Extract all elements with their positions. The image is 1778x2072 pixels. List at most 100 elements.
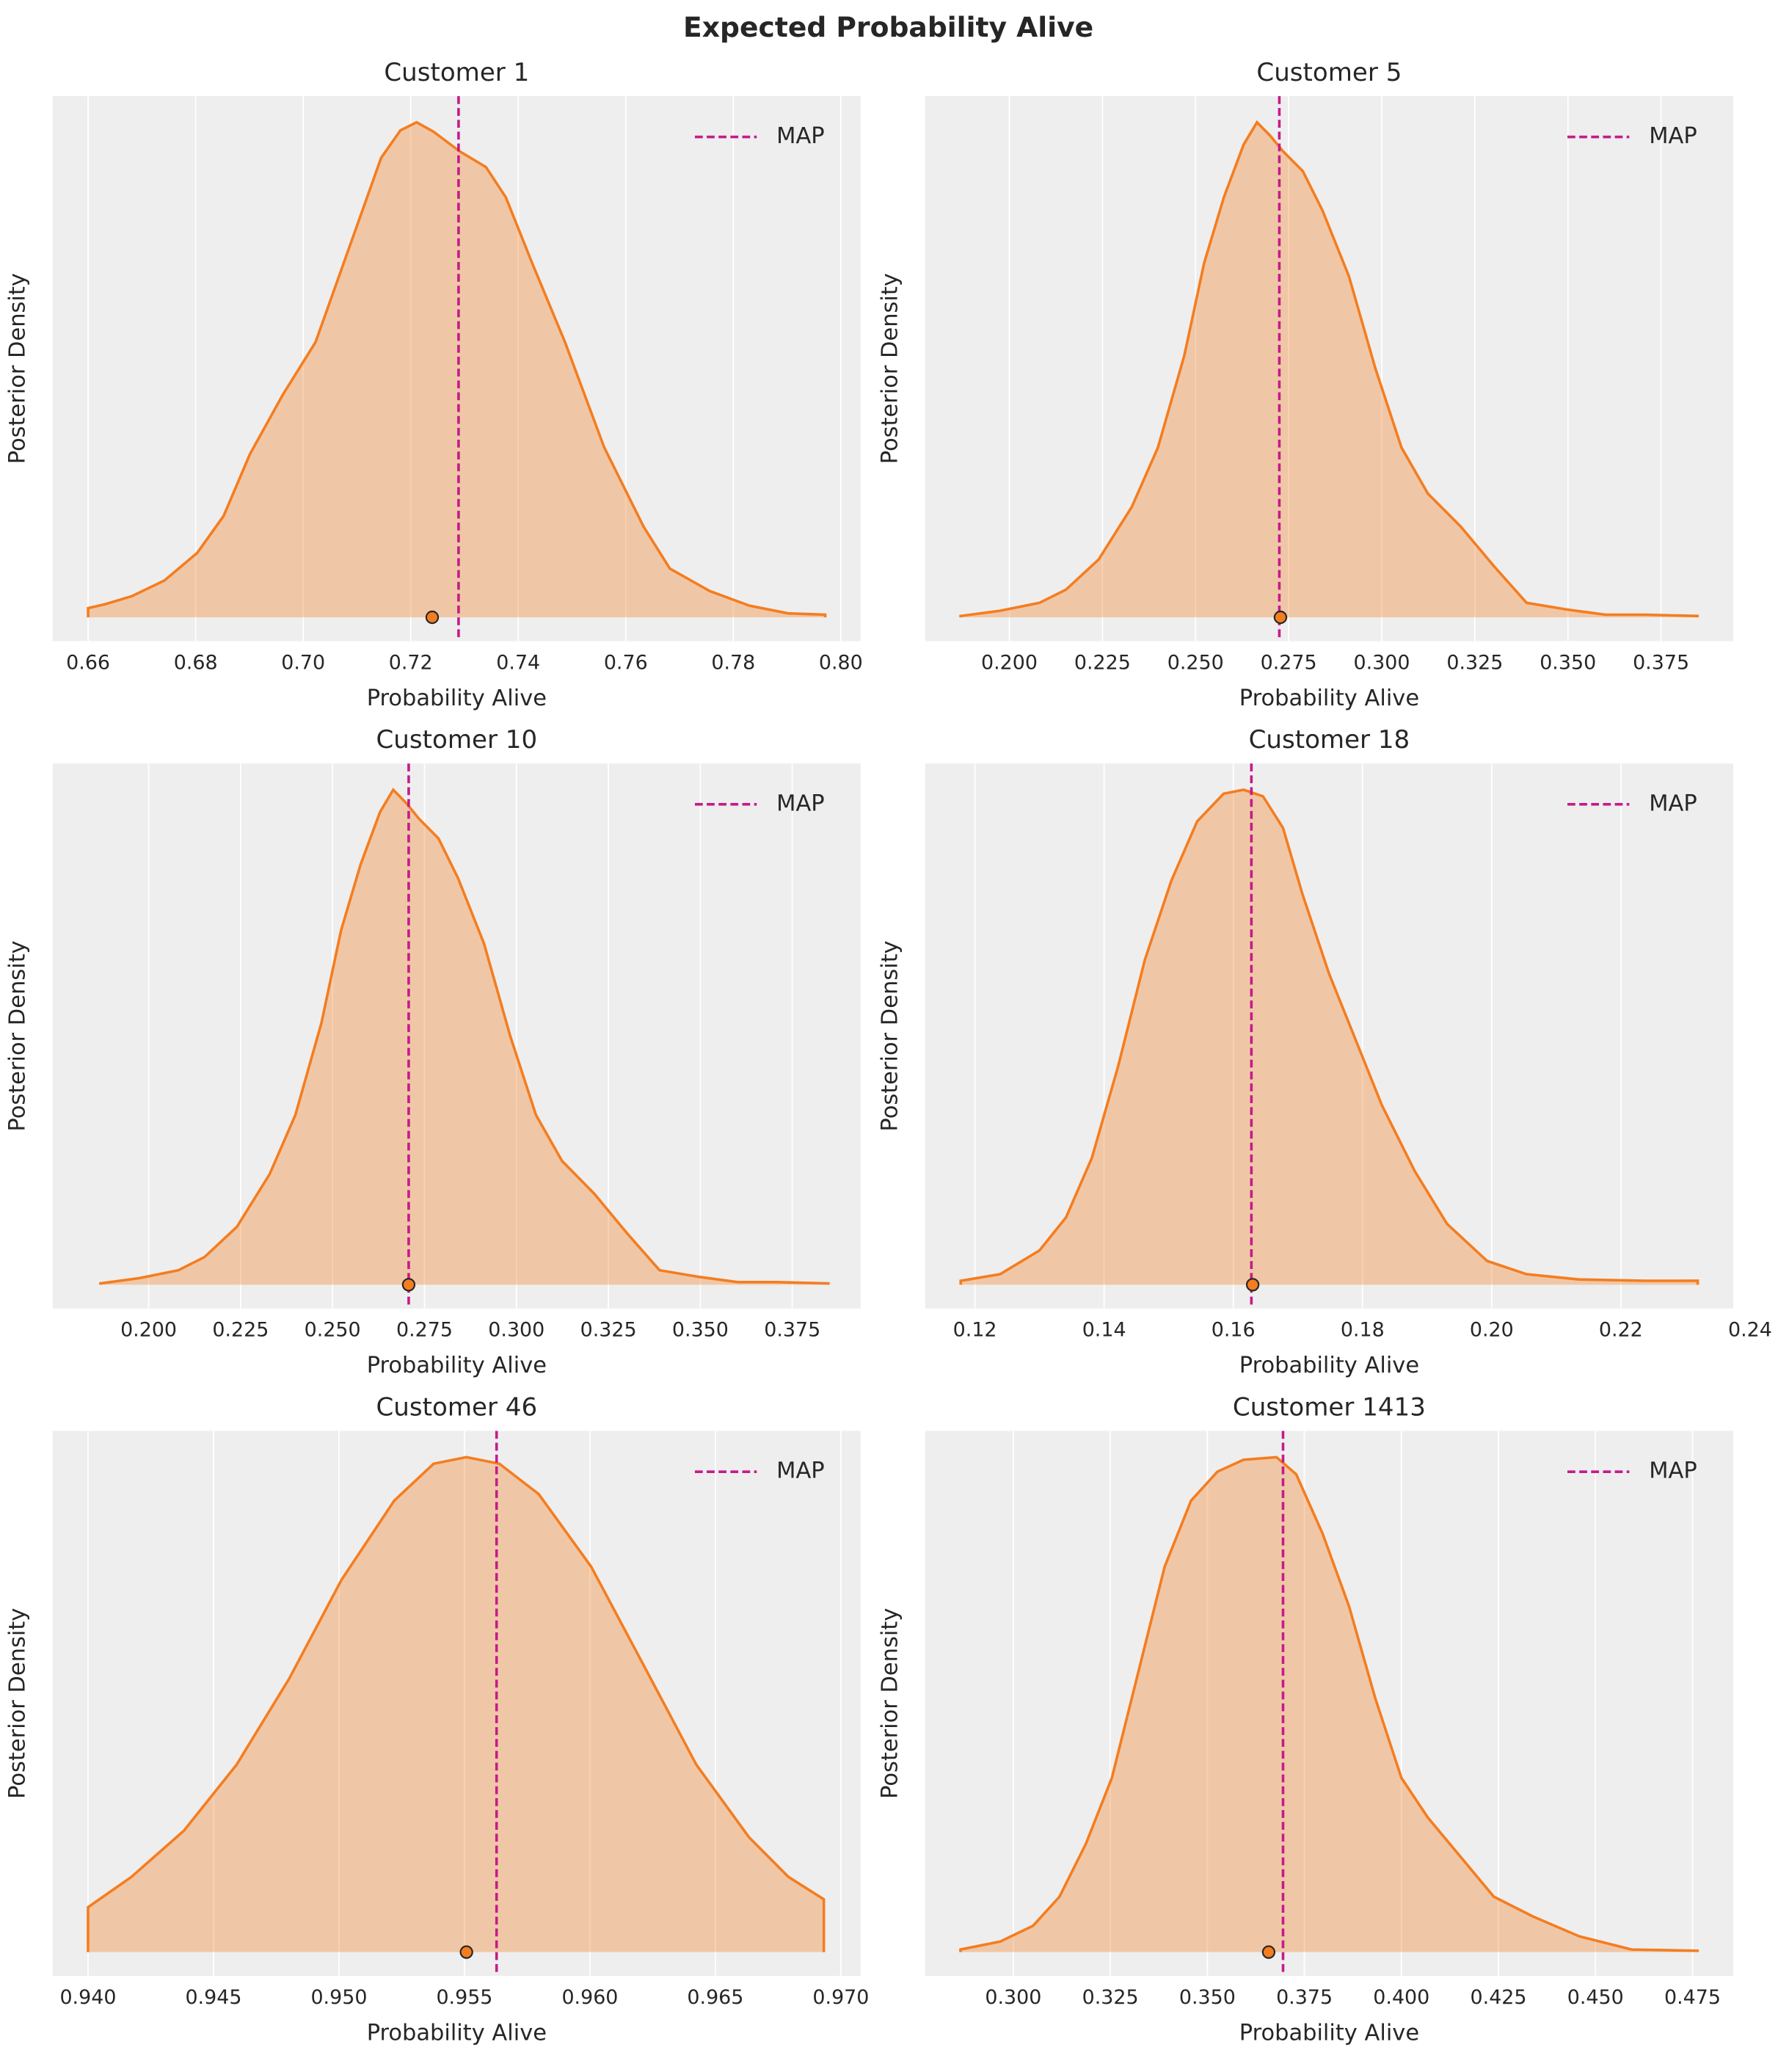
- y-axis-label: Posterior Density: [5, 1608, 31, 1799]
- panel-title: Customer 1413: [1233, 1393, 1426, 1422]
- x-tick-label: 0.200: [120, 1319, 177, 1342]
- x-tick-label: 0.225: [212, 1319, 269, 1342]
- density-area: [88, 122, 826, 618]
- x-tick-label: 0.425: [1471, 1986, 1527, 2009]
- x-tick-label: 0.375: [1633, 651, 1689, 674]
- x-tick-label: 0.68: [174, 651, 218, 674]
- x-tick-label: 0.325: [580, 1319, 637, 1342]
- x-axis-label: Probability Alive: [1239, 686, 1419, 711]
- panel: Customer 18 Probability Alive Posterior De…: [878, 725, 1772, 1378]
- plot-area: [925, 95, 1734, 641]
- x-tick-label: 0.970: [812, 1986, 869, 2009]
- density-area: [960, 1457, 1698, 1952]
- x-tick-label: 0.250: [1167, 651, 1224, 674]
- x-tick-label: 0.275: [1261, 651, 1317, 674]
- mean-point: [1261, 1945, 1276, 1959]
- x-tick-label: 0.940: [59, 1986, 116, 2009]
- panel-title: Customer 5: [1256, 58, 1402, 87]
- x-tick-label: 0.74: [496, 651, 540, 674]
- x-tick-label: 0.22: [1599, 1319, 1643, 1342]
- plot-area: [925, 1431, 1734, 1977]
- x-tick-label: 0.450: [1567, 1986, 1624, 2009]
- panel-title: Customer 18: [1249, 725, 1410, 755]
- density-line: [99, 788, 830, 1285]
- plot-area: [52, 95, 861, 641]
- x-tick-label: 0.250: [305, 1319, 361, 1342]
- legend-label: MAP: [1649, 790, 1697, 816]
- density-area: [961, 789, 1698, 1285]
- legend-label: MAP: [776, 790, 825, 816]
- y-axis-label: Posterior Density: [878, 1608, 903, 1799]
- density-line: [959, 1455, 1699, 1952]
- x-tick-label: 0.945: [185, 1986, 241, 2009]
- x-tick-label: 0.350: [1179, 1986, 1236, 2009]
- panel: Customer 5 Probability Alive Posterior Den…: [878, 58, 1734, 711]
- x-tick-label: 0.275: [396, 1319, 453, 1342]
- panel: Customer 10 Probability Alive Posterior De…: [5, 725, 861, 1378]
- legend-label: MAP: [1649, 123, 1697, 149]
- legend-label: MAP: [776, 1458, 825, 1484]
- x-tick-label: 0.70: [281, 651, 325, 674]
- x-tick-label: 0.20: [1470, 1319, 1514, 1342]
- x-tick-label: 0.325: [1082, 1986, 1139, 2009]
- x-axis-label: Probability Alive: [367, 2020, 547, 2046]
- x-axis-label: Probability Alive: [367, 686, 547, 711]
- x-tick-label: 0.80: [819, 651, 863, 674]
- panel-title: Customer 46: [376, 1393, 538, 1422]
- figure-title: Expected Probability Alive: [683, 11, 1093, 43]
- x-tick-label: 0.960: [561, 1986, 618, 2009]
- x-axis-label: Probability Alive: [367, 1353, 547, 1378]
- x-tick-label: 0.375: [764, 1319, 820, 1342]
- mean-point: [401, 1278, 416, 1292]
- mean-point: [425, 610, 440, 625]
- y-axis-label: Posterior Density: [878, 940, 903, 1131]
- x-tick-label: 0.76: [604, 651, 648, 674]
- panel: Customer 46 Probability Alive Posterior De…: [5, 1393, 870, 2046]
- legend-label: MAP: [1649, 1458, 1697, 1484]
- mean-point: [1245, 1278, 1260, 1292]
- x-tick-label: 0.965: [687, 1986, 743, 2009]
- density-line: [87, 120, 827, 618]
- x-tick-label: 0.400: [1373, 1986, 1429, 2009]
- plot-area: [52, 1431, 861, 1977]
- x-tick-label: 0.66: [66, 651, 110, 674]
- x-tick-label: 0.950: [310, 1986, 367, 2009]
- plot-area: [52, 763, 861, 1309]
- panel-title: Customer 1: [384, 58, 529, 87]
- x-axis-label: Probability Alive: [1239, 2020, 1419, 2046]
- panel: Customer 1 Probability Alive Posterior Den…: [5, 58, 863, 711]
- y-axis-label: Posterior Density: [5, 940, 31, 1131]
- y-axis-label: Posterior Density: [5, 273, 31, 464]
- density-line: [87, 1455, 826, 1952]
- x-tick-label: 0.72: [389, 651, 433, 674]
- y-axis-label: Posterior Density: [878, 273, 903, 464]
- density-line: [959, 788, 1699, 1285]
- x-tick-label: 0.78: [711, 651, 755, 674]
- x-tick-label: 0.375: [1276, 1986, 1333, 2009]
- x-tick-label: 0.325: [1446, 651, 1503, 674]
- x-tick-label: 0.24: [1728, 1319, 1772, 1342]
- x-tick-label: 0.300: [1353, 651, 1410, 674]
- x-tick-label: 0.300: [488, 1319, 544, 1342]
- panel-title: Customer 10: [376, 725, 538, 755]
- x-tick-label: 0.14: [1082, 1319, 1126, 1342]
- mean-point: [1273, 610, 1288, 625]
- x-tick-label: 0.350: [672, 1319, 729, 1342]
- x-tick-label: 0.475: [1664, 1986, 1721, 2009]
- panel: Customer 1413 Probability Alive Posterior …: [878, 1393, 1734, 2046]
- x-tick-label: 0.200: [981, 651, 1038, 674]
- legend-label: MAP: [776, 123, 825, 149]
- x-tick-label: 0.350: [1540, 651, 1596, 674]
- x-tick-label: 0.225: [1074, 651, 1131, 674]
- x-tick-label: 0.16: [1212, 1319, 1256, 1342]
- plot-area: [925, 763, 1734, 1309]
- density-area: [87, 1457, 824, 1952]
- x-tick-label: 0.18: [1341, 1319, 1385, 1342]
- x-tick-label: 0.300: [985, 1986, 1041, 2009]
- x-tick-label: 0.12: [953, 1319, 997, 1342]
- density-line: [959, 120, 1699, 618]
- density-area: [961, 122, 1698, 618]
- x-tick-label: 0.955: [436, 1986, 492, 2009]
- x-axis-label: Probability Alive: [1239, 1353, 1419, 1378]
